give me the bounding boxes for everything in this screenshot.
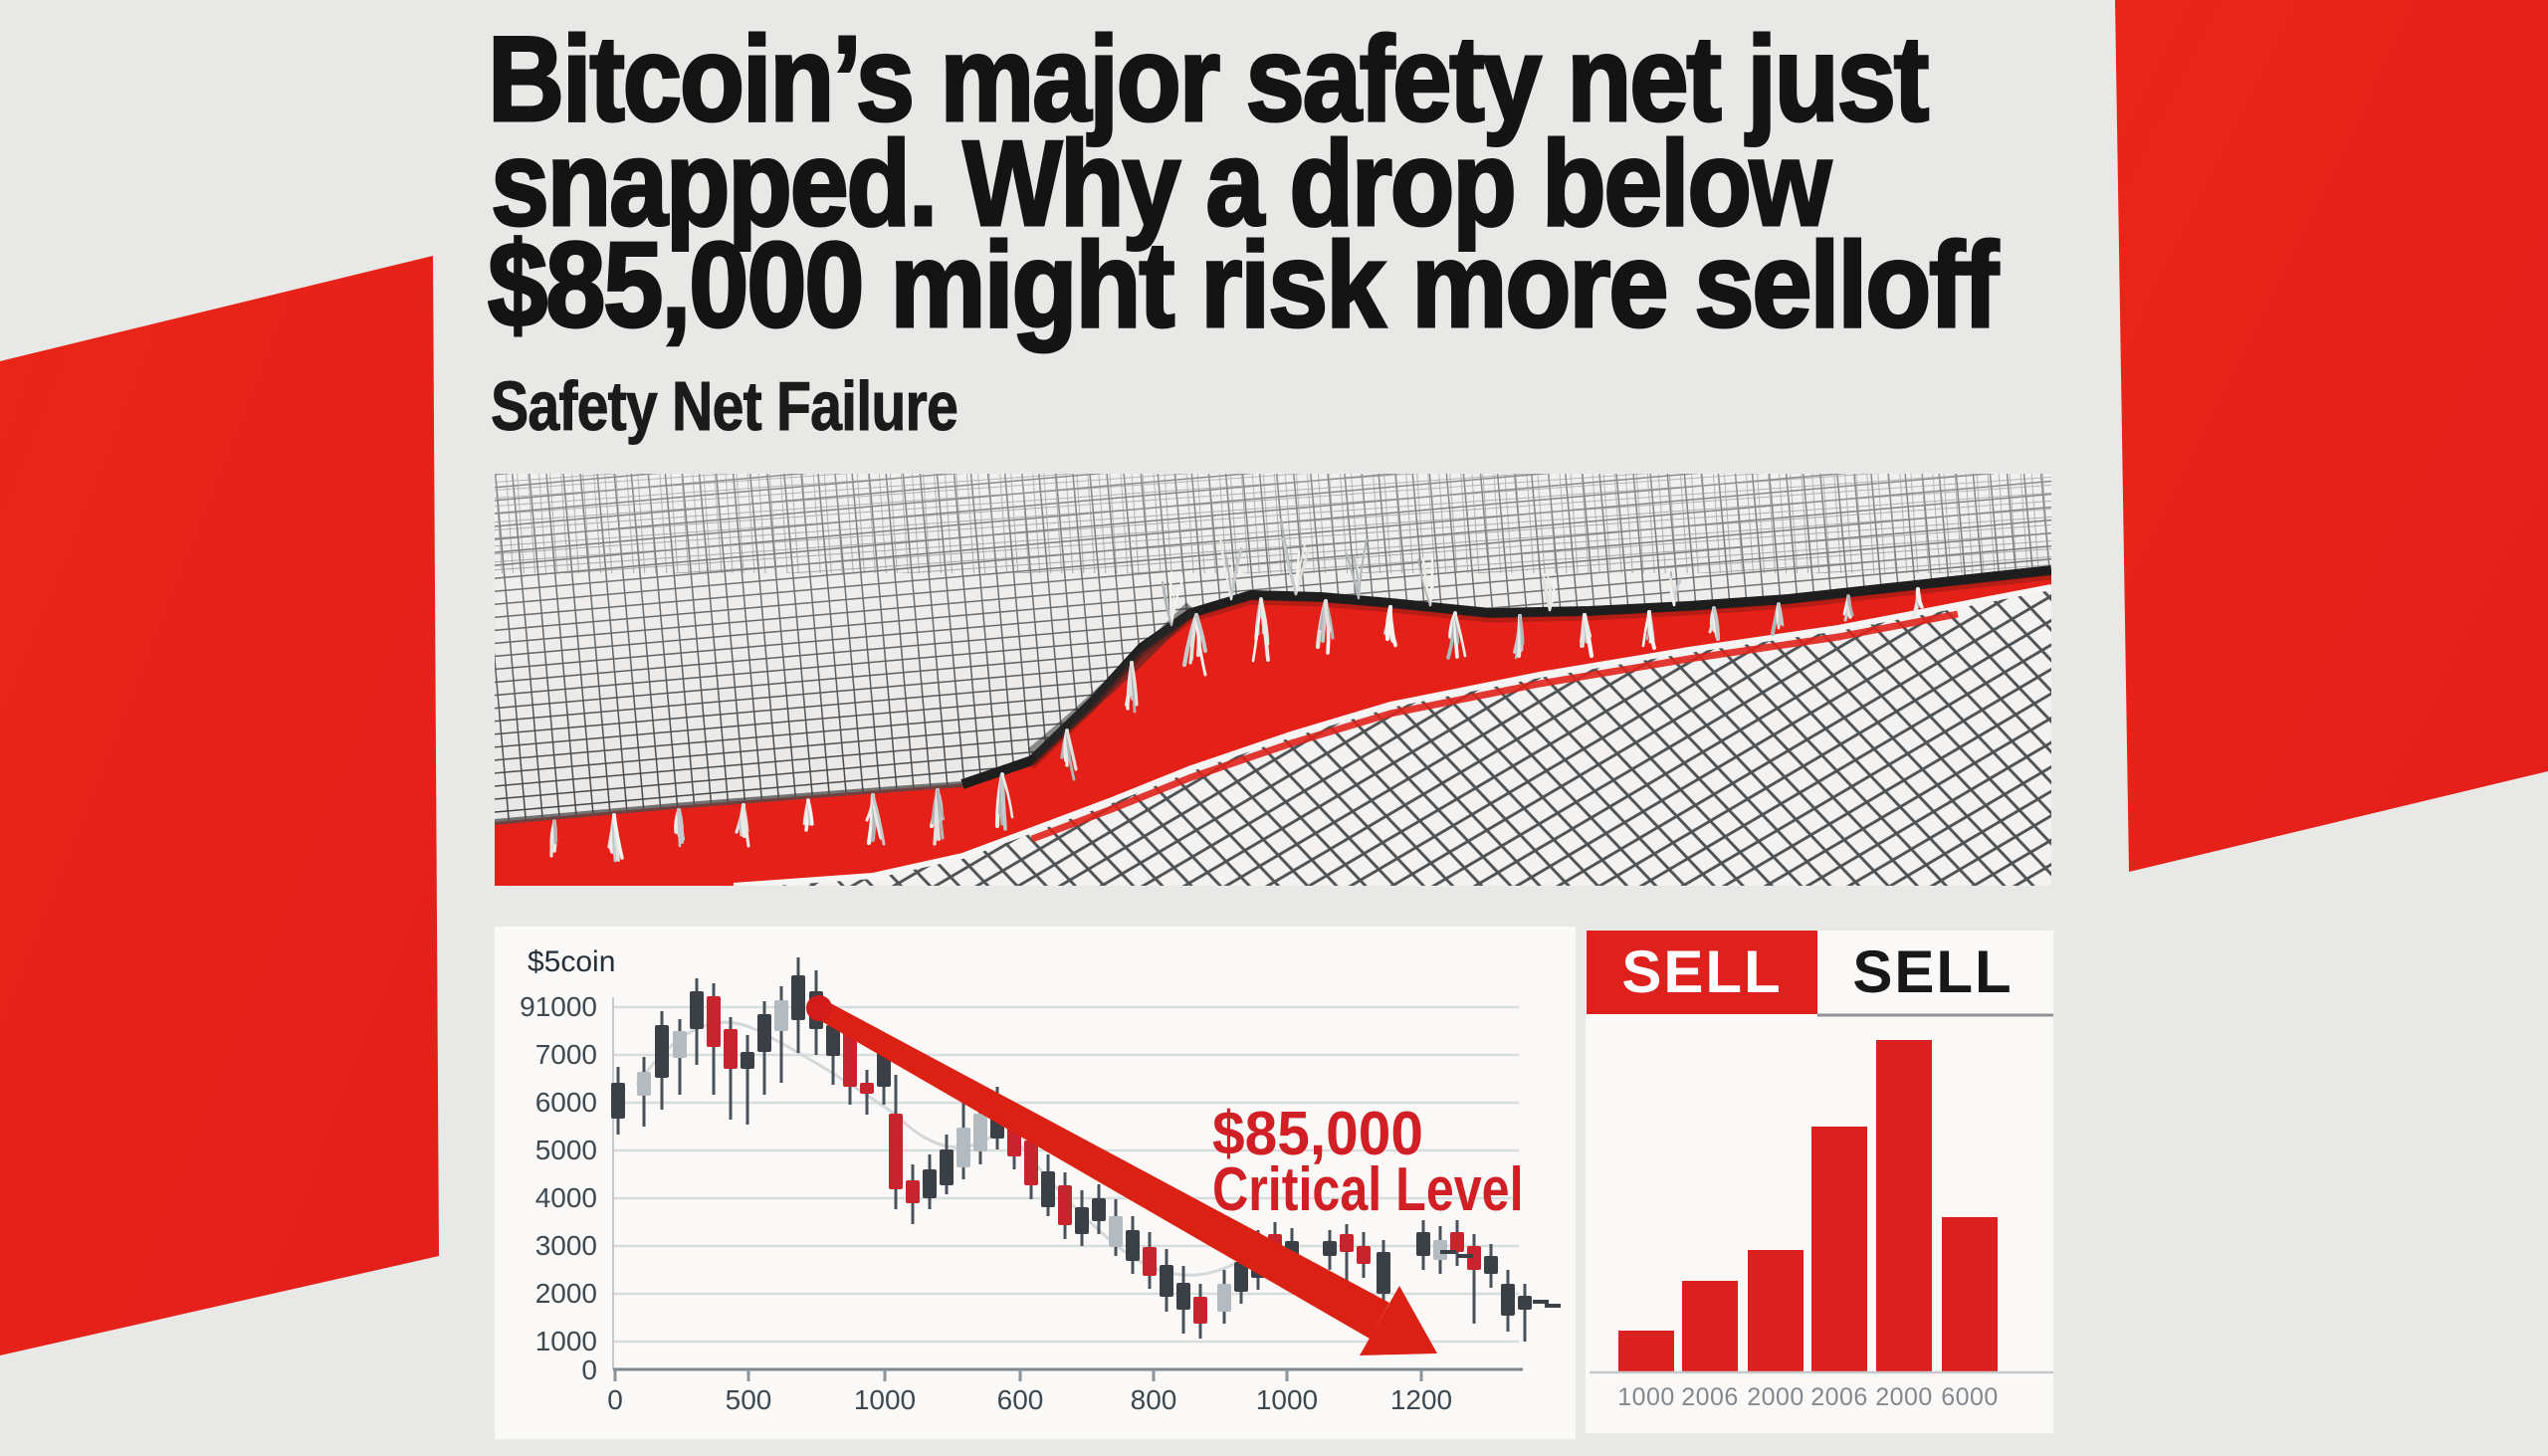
svg-text:2000: 2000 (1875, 1383, 1933, 1411)
svg-text:$85,000: $85,000 (1212, 1098, 1423, 1167)
svg-text:1000: 1000 (854, 1384, 916, 1415)
svg-text:6000: 6000 (1941, 1383, 1999, 1411)
svg-text:0: 0 (607, 1384, 623, 1415)
svg-text:2006: 2006 (1681, 1383, 1739, 1411)
svg-text:Critical Level: Critical Level (1212, 1154, 1524, 1223)
svg-text:6000: 6000 (535, 1087, 597, 1118)
svg-text:1000: 1000 (1256, 1384, 1318, 1415)
svg-text:0: 0 (581, 1354, 597, 1385)
svg-text:800: 800 (1131, 1384, 1177, 1415)
svg-text:SELL: SELL (1621, 938, 1782, 1005)
svg-text:600: 600 (997, 1384, 1044, 1415)
svg-text:1000: 1000 (1617, 1383, 1675, 1411)
svg-text:4000: 4000 (535, 1182, 597, 1213)
svg-text:2000: 2000 (1747, 1383, 1805, 1411)
svg-text:91000: 91000 (520, 991, 597, 1022)
svg-text:500: 500 (726, 1384, 772, 1415)
svg-text:SELL: SELL (1852, 938, 2013, 1005)
svg-text:2000: 2000 (535, 1278, 597, 1309)
svg-text:1000: 1000 (535, 1326, 597, 1356)
svg-text:$5coin: $5coin (528, 945, 615, 978)
svg-text:2006: 2006 (1810, 1383, 1868, 1411)
svg-text:7000: 7000 (535, 1039, 597, 1070)
svg-text:1200: 1200 (1390, 1384, 1452, 1415)
svg-text:3000: 3000 (535, 1230, 597, 1261)
svg-text:5000: 5000 (535, 1135, 597, 1165)
